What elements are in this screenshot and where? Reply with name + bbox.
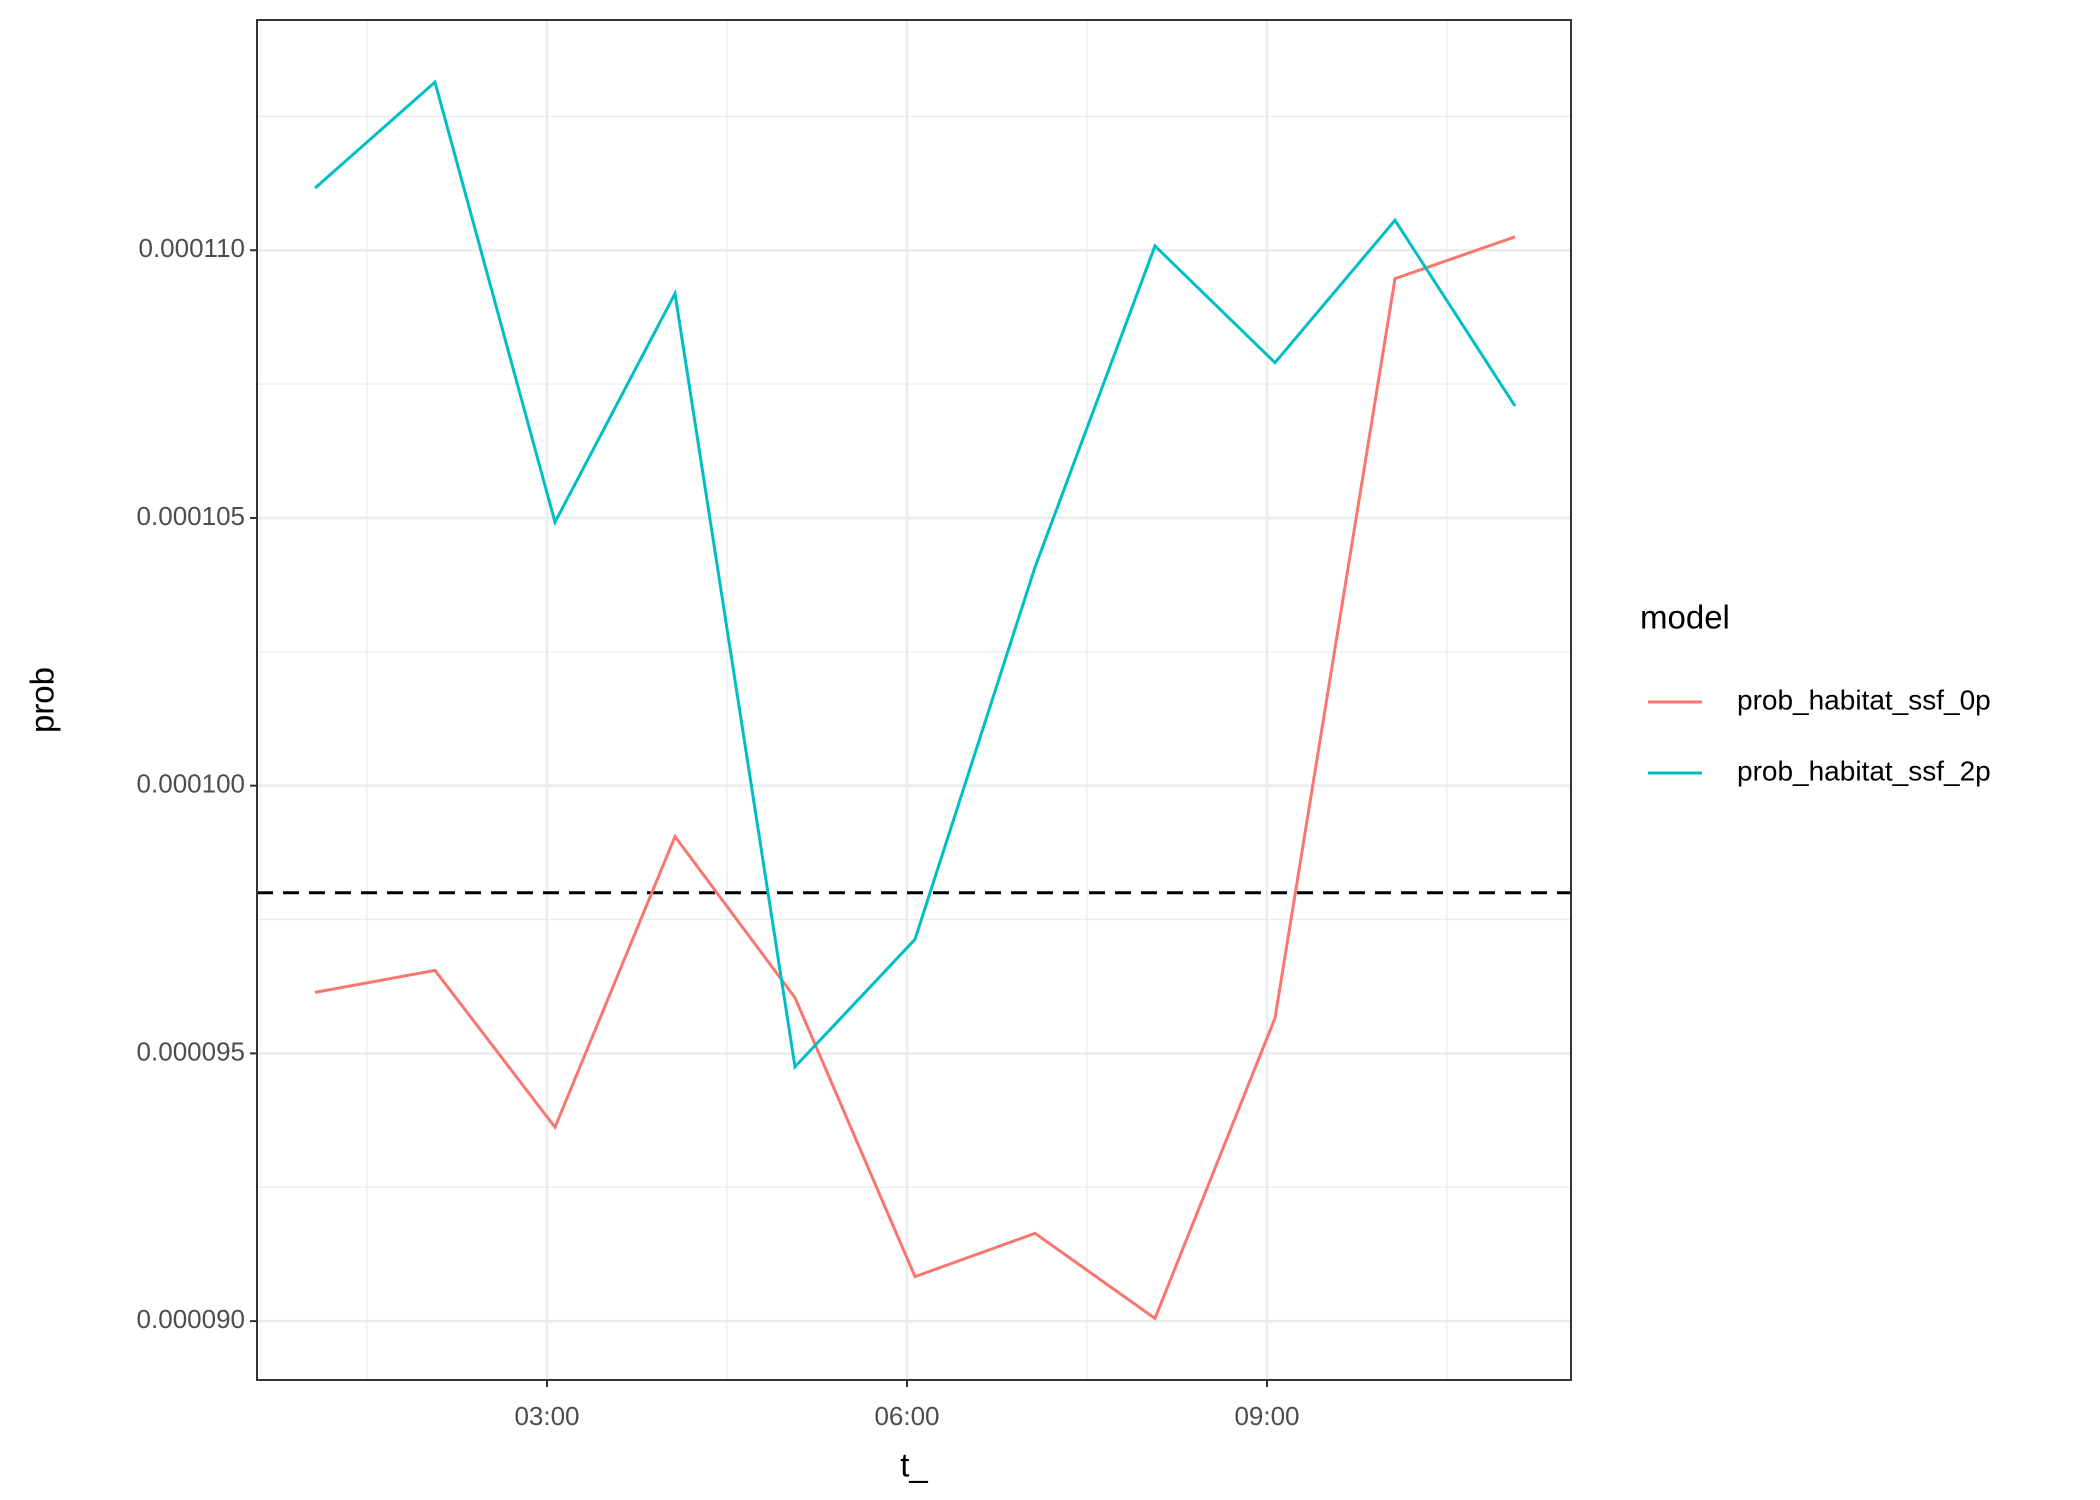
y-tick-label: 0.000095 <box>137 1036 245 1066</box>
x-tick-label: 06:00 <box>874 1401 939 1431</box>
plot-marks <box>257 79 1571 1321</box>
grid <box>257 20 1571 1380</box>
y-tick-label: 0.000090 <box>137 1304 245 1334</box>
x-axis-title: t_ <box>900 1447 928 1484</box>
y-tick-label: 0.000100 <box>137 769 245 799</box>
axes: 0.000090 0.000095 0.000100 0.000105 0.000110… <box>137 233 1300 1431</box>
legend-label: prob_habitat_ssf_0p <box>1737 684 1991 715</box>
panel-border <box>256 19 1572 1381</box>
legend: prob_habitat_ssf_0p prob_habitat_ssf_2p <box>1648 684 1991 786</box>
x-tick-label: 03:00 <box>514 1401 579 1431</box>
y-axis-title: prob <box>24 667 61 733</box>
y-tick-label: 0.000105 <box>137 501 245 531</box>
x-tick-label: 09:00 <box>1234 1401 1299 1431</box>
y-tick-label: 0.000110 <box>138 233 245 263</box>
legend-title: model <box>1640 599 1730 636</box>
series-line <box>314 235 1516 1321</box>
series-line <box>314 79 1517 1071</box>
legend-label: prob_habitat_ssf_2p <box>1737 755 1991 786</box>
